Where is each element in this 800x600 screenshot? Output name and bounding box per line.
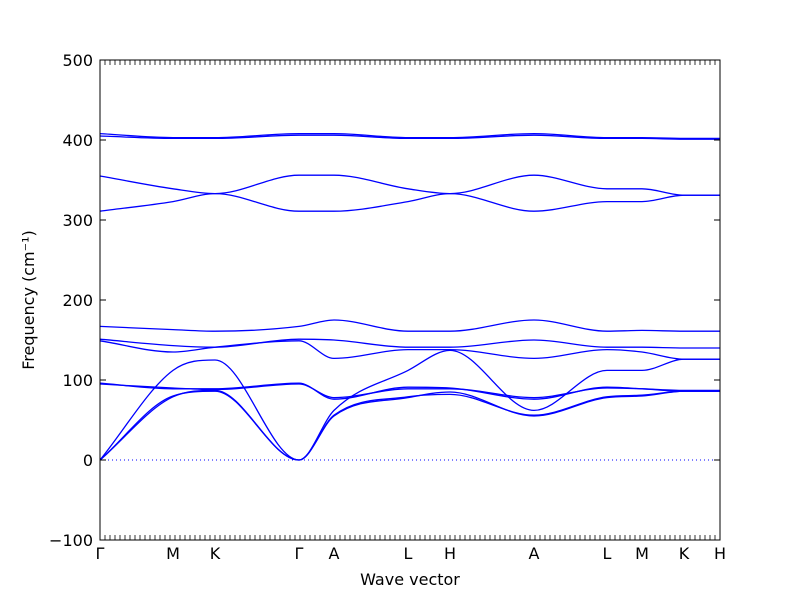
kpoint-label-0: Γ xyxy=(96,544,105,563)
phonon-branch-2 xyxy=(99,132,720,140)
y-tick-labels: −100 0 100 200 300 400 500 xyxy=(49,51,93,550)
kpoint-label-10: K xyxy=(679,544,690,563)
phonon-branch-1 xyxy=(99,134,720,140)
kpoint-label-11: H xyxy=(714,544,726,563)
ytick-label-3: 200 xyxy=(62,291,93,310)
phonon-branch-9 xyxy=(99,383,720,399)
x-axis-title: Wave vector xyxy=(360,570,460,589)
phonon-branch-7 xyxy=(99,340,720,360)
ytick-label-4: 300 xyxy=(62,211,93,230)
ytick-label-6: 500 xyxy=(62,51,93,70)
kpoint-label-4: A xyxy=(329,544,340,563)
kpoint-label-8: L xyxy=(603,544,612,563)
plot-frame xyxy=(99,59,721,541)
kpoint-label-3: Γ xyxy=(295,544,304,563)
kpoint-label-7: A xyxy=(529,544,540,563)
ytick-label-0: −100 xyxy=(49,531,93,550)
kpoint-label-2: K xyxy=(210,544,221,563)
phonon-branch-5 xyxy=(99,319,720,332)
phonon-branch-12 xyxy=(99,389,720,461)
ytick-label-1: 0 xyxy=(83,451,93,470)
dispersion-curves xyxy=(99,132,720,461)
kpoint-label-9: M xyxy=(635,544,649,563)
ytick-label-2: 100 xyxy=(62,371,93,390)
phonon-branch-10 xyxy=(99,349,720,461)
kpoint-label-5: L xyxy=(404,544,413,563)
kpoint-label-6: H xyxy=(444,544,456,563)
kpoint-label-1: M xyxy=(166,544,180,563)
y-axis-title: Frequency (cm⁻¹) xyxy=(19,230,38,369)
ytick-label-5: 400 xyxy=(62,131,93,150)
phonon-branch-4 xyxy=(99,192,720,212)
